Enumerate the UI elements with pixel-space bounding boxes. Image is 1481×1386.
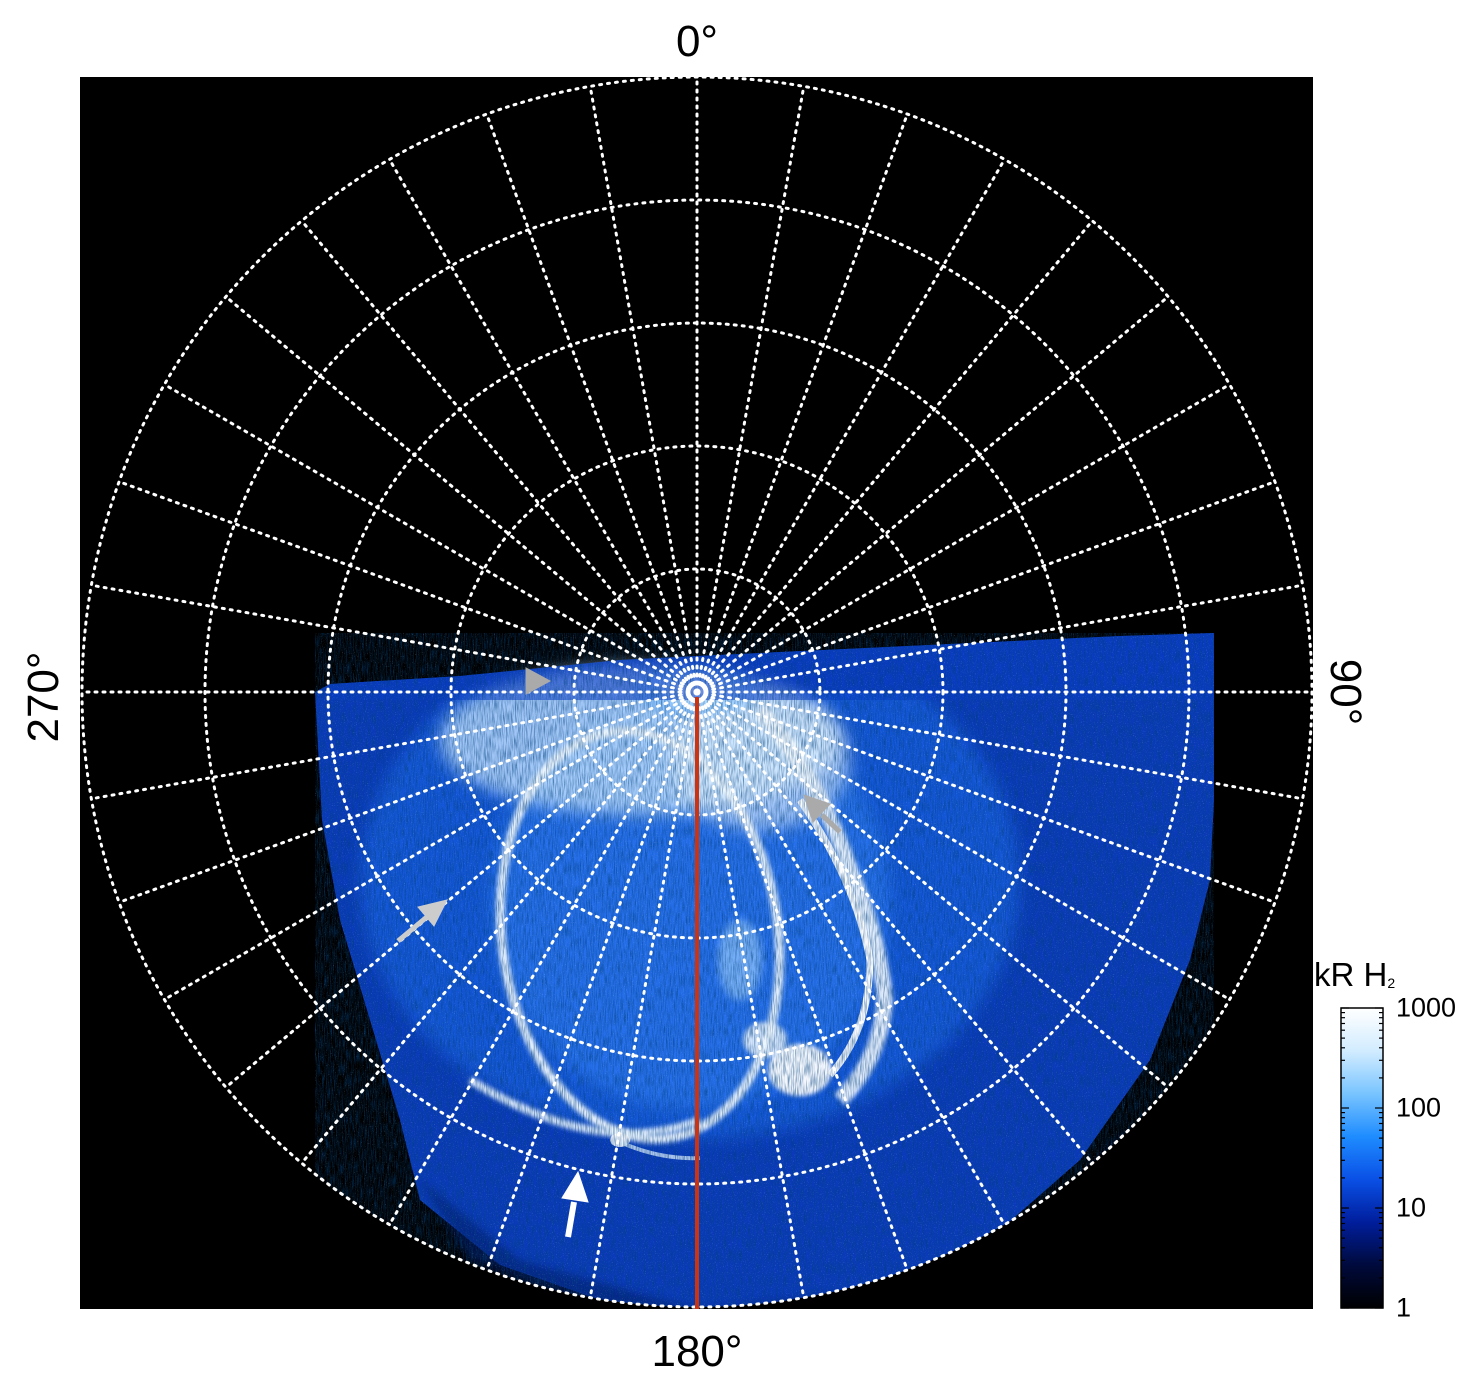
grid-parallel: [80, 77, 1313, 1309]
angle-label-90: 90°: [1321, 658, 1370, 726]
grid-meridian: [117, 690, 699, 904]
grid-parallel: [203, 198, 1191, 1186]
colorbar: [1340, 1007, 1384, 1309]
colorbar-gradient: [1340, 1007, 1384, 1309]
grid-meridian: [695, 219, 1094, 694]
colorbar-tick-label: 1000: [1396, 992, 1457, 1023]
colorbar-tick-label: 1: [1396, 1292, 1412, 1323]
grid-meridian: [695, 690, 1305, 801]
grid-meridian: [162, 690, 699, 1001]
grid-meridian: [224, 295, 699, 694]
grid-meridian: [485, 690, 699, 1272]
grid-meridian: [695, 480, 1277, 694]
colorbar-title-subscript: 2: [1387, 975, 1396, 991]
grid-meridian: [695, 157, 1006, 694]
grid-meridian: [695, 295, 1170, 694]
grid-meridian: [695, 690, 1006, 1227]
arrow-secondary-arc: [561, 1170, 589, 1238]
arrow-dayside: [525, 667, 552, 695]
grid-meridian: [162, 383, 699, 694]
grid-meridian: [695, 383, 1232, 694]
emission-noise: [315, 633, 1214, 1307]
arrow-main-oval: [396, 899, 448, 943]
grid-meridian: [695, 690, 1094, 1165]
grid-meridian: [300, 219, 699, 694]
colorbar-title: kR H2: [1314, 956, 1395, 994]
grid-meridian: [300, 690, 699, 1165]
polar-grid: [80, 77, 1313, 1309]
grid-meridian: [224, 690, 699, 1089]
grid-meridian: [695, 112, 909, 694]
arrow-dawn-arc: [803, 794, 842, 834]
colorbar-tick-label: 10: [1396, 1192, 1427, 1223]
grid-meridian: [388, 157, 699, 694]
colorbar-tick-marks: [1341, 1007, 1383, 1309]
angle-label-0: 0°: [675, 17, 719, 66]
angle-label-270: 270°: [19, 651, 68, 743]
colorbar-tick-label: 100: [1396, 1092, 1442, 1123]
grid-meridian: [588, 690, 699, 1300]
annotation-arrows: [396, 667, 842, 1238]
grid-meridian: [695, 690, 1277, 904]
grid-meridian: [89, 690, 699, 801]
grid-meridian: [485, 112, 699, 694]
grid-meridian: [695, 84, 806, 694]
grid-meridian: [695, 690, 909, 1272]
grid-meridian: [695, 690, 806, 1300]
grid-meridian: [117, 480, 699, 694]
grid-meridian: [89, 583, 699, 694]
grid-meridian: [695, 690, 1232, 1001]
grid-meridian: [588, 84, 699, 694]
angle-label-180: 180°: [651, 1327, 743, 1376]
grid-meridian: [695, 583, 1305, 694]
grid-meridian: [695, 690, 1170, 1089]
grid-meridian: [388, 690, 699, 1227]
colorbar-title-text: kR H: [1314, 956, 1388, 993]
